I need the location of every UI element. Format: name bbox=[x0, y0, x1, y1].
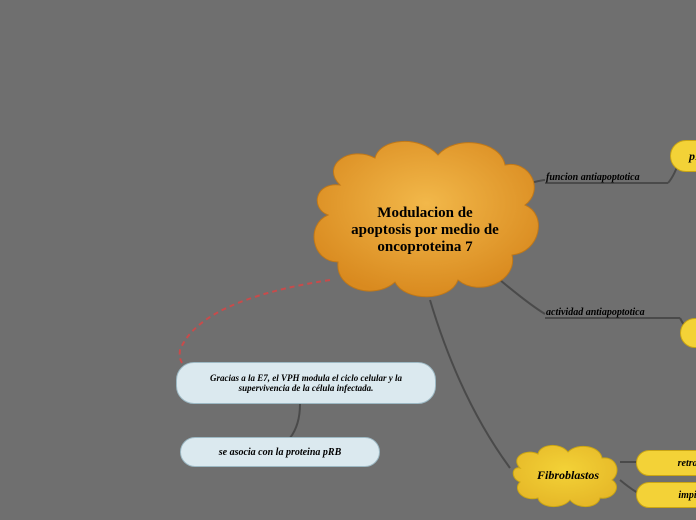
node-seasocia[interactable]: se asocia con la proteina pRB bbox=[180, 437, 380, 467]
node-prb[interactable]: pRB bbox=[670, 140, 696, 172]
fibroblastos-label: Fibroblastos bbox=[512, 468, 624, 483]
node-impide[interactable]: impide apo bbox=[636, 482, 696, 508]
node-retrasa[interactable]: retrasa la a bbox=[636, 450, 696, 476]
mindmap-canvas: Modulacion de apoptosis por medio de onc… bbox=[0, 0, 696, 520]
label-actividad: actividad antiapoptotica bbox=[546, 307, 645, 318]
node-gracias[interactable]: Gracias a la E7, el VPH modula el ciclo … bbox=[176, 362, 436, 404]
label-funcion: funcion antiapoptotica bbox=[546, 172, 640, 183]
central-node-label: Modulacion de apoptosis por medio de onc… bbox=[350, 205, 500, 256]
